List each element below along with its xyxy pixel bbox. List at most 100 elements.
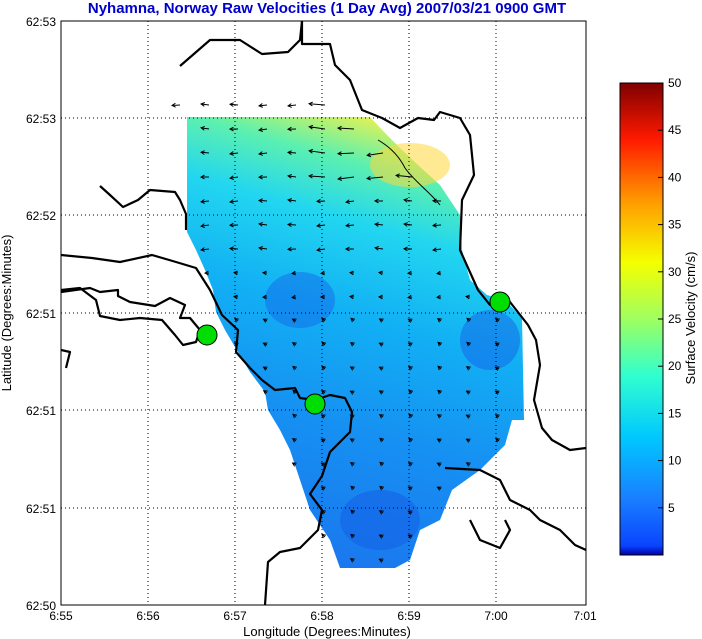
y-axis: 62:53 62:53 62:52 62:51 62:51 62:51 62:5… bbox=[0, 15, 56, 613]
velocity-arrow bbox=[337, 176, 355, 181]
velocity-arrow bbox=[203, 270, 210, 276]
velocity-arrow bbox=[466, 341, 471, 347]
hf-radar-sites bbox=[196, 291, 511, 415]
velocity-arrow bbox=[257, 174, 268, 180]
velocity-arrow bbox=[350, 509, 356, 515]
colorbar-label: Surface Velocity (cm/s) bbox=[683, 252, 698, 385]
y-tick-label: 62:51 bbox=[26, 502, 56, 516]
velocity-arrow bbox=[407, 462, 413, 467]
velocity-arrow bbox=[494, 390, 500, 395]
colorbar-tick-label: 45 bbox=[668, 123, 682, 137]
velocity-arrow bbox=[379, 485, 384, 491]
velocity-arrow bbox=[378, 558, 384, 563]
coastline bbox=[61, 21, 586, 605]
velocity-arrow bbox=[261, 270, 268, 276]
velocity-arrow bbox=[233, 270, 239, 276]
velocity-arrow bbox=[234, 317, 239, 323]
velocity-arrow bbox=[431, 223, 442, 228]
velocity-arrow bbox=[292, 389, 298, 395]
velocity-arrow bbox=[233, 294, 239, 300]
velocity-arrow bbox=[349, 438, 355, 443]
velocity-field-surface bbox=[187, 117, 524, 568]
y-tick-label: 62:53 bbox=[26, 15, 56, 29]
velocity-arrow bbox=[321, 533, 327, 539]
velocity-arrow bbox=[494, 318, 500, 323]
colorbar-tick-label: 30 bbox=[668, 265, 682, 279]
velocity-arrow bbox=[465, 462, 471, 467]
velocity-arrow bbox=[436, 270, 442, 276]
velocity-arrow bbox=[320, 462, 326, 467]
velocity-arrow bbox=[407, 510, 413, 515]
velocity-arrow bbox=[494, 414, 500, 419]
velocity-arrow bbox=[407, 318, 413, 323]
velocity-arrow bbox=[378, 414, 384, 419]
velocity-arrow bbox=[349, 366, 355, 371]
velocity-arrow bbox=[349, 294, 355, 300]
velocity-arrow bbox=[200, 223, 210, 229]
velocity-arrow bbox=[377, 294, 384, 300]
colorbar-gradient bbox=[619, 82, 664, 556]
x-tick-label: 6:56 bbox=[136, 609, 160, 623]
velocity-arrow bbox=[286, 150, 297, 155]
colorbar-tick-label: 50 bbox=[668, 76, 682, 90]
velocity-arrow bbox=[378, 366, 384, 371]
site-west-marker[interactable] bbox=[196, 324, 218, 346]
chart-title: Nyhamna, Norway Raw Velocities (1 Day Av… bbox=[88, 0, 566, 17]
velocity-arrow bbox=[466, 317, 472, 323]
velocity-arrow bbox=[437, 389, 442, 395]
velocity-arrow bbox=[350, 317, 356, 323]
velocity-arrow bbox=[229, 175, 239, 181]
velocity-arrow bbox=[378, 534, 384, 539]
velocity-arrow bbox=[315, 198, 326, 204]
velocity-arrow bbox=[286, 126, 297, 132]
velocity-arrow bbox=[233, 342, 239, 347]
velocity-arrow bbox=[258, 221, 268, 227]
velocity-arrow bbox=[435, 294, 442, 300]
velocity-arrow bbox=[308, 148, 326, 154]
velocity-arrow bbox=[290, 270, 297, 276]
velocity-arrow bbox=[336, 125, 355, 131]
velocity-arrow bbox=[403, 222, 413, 227]
site-south-marker[interactable] bbox=[304, 393, 326, 415]
velocity-arrow bbox=[321, 365, 327, 371]
y-tick-label: 62:51 bbox=[26, 404, 56, 418]
velocity-arrow bbox=[292, 365, 297, 371]
velocity-arrow bbox=[406, 270, 413, 276]
velocity-arrow bbox=[377, 270, 384, 276]
velocity-arrow bbox=[262, 342, 268, 347]
velocity-arrow bbox=[379, 461, 385, 467]
low-speed-patch bbox=[340, 490, 420, 550]
low-speed-patch bbox=[265, 272, 335, 328]
velocity-arrow bbox=[291, 318, 297, 323]
velocity-arrow bbox=[436, 414, 442, 419]
velocity-arrow bbox=[320, 486, 326, 491]
velocity-arrow bbox=[200, 125, 210, 131]
velocity-arrow bbox=[465, 438, 471, 443]
velocity-arrow bbox=[494, 342, 500, 347]
velocity-arrow bbox=[228, 222, 239, 228]
velocity-arrow bbox=[307, 173, 326, 179]
x-axis: 6:55 6:56 6:57 6:58 6:59 7:00 7:01 Longi… bbox=[49, 609, 597, 639]
velocity-arrow bbox=[366, 175, 384, 181]
velocity-arrow bbox=[199, 150, 210, 155]
velocity-arrow bbox=[374, 245, 384, 251]
velocity-arrow bbox=[408, 413, 414, 419]
velocity-arrow bbox=[436, 462, 442, 467]
velocity-arrow bbox=[257, 198, 268, 203]
velocity-arrow bbox=[258, 127, 268, 133]
velocity-arrow bbox=[291, 462, 297, 467]
trajectory-line bbox=[377, 139, 441, 206]
velocity-arrow bbox=[262, 390, 268, 395]
velocity-arrow bbox=[344, 246, 355, 252]
velocity-arrow bbox=[348, 270, 355, 276]
x-tick-label: 7:00 bbox=[484, 609, 508, 623]
y-tick-label: 62:50 bbox=[26, 599, 56, 613]
velocity-arrow bbox=[320, 438, 326, 443]
velocity-arrow bbox=[402, 246, 413, 252]
velocity-arrow bbox=[408, 437, 413, 443]
velocity-arrow bbox=[464, 294, 471, 300]
velocity-arrow bbox=[437, 341, 443, 347]
site-east-marker[interactable] bbox=[489, 291, 511, 313]
colorbar-tick-label: 40 bbox=[668, 170, 682, 184]
velocity-arrow bbox=[229, 199, 239, 204]
